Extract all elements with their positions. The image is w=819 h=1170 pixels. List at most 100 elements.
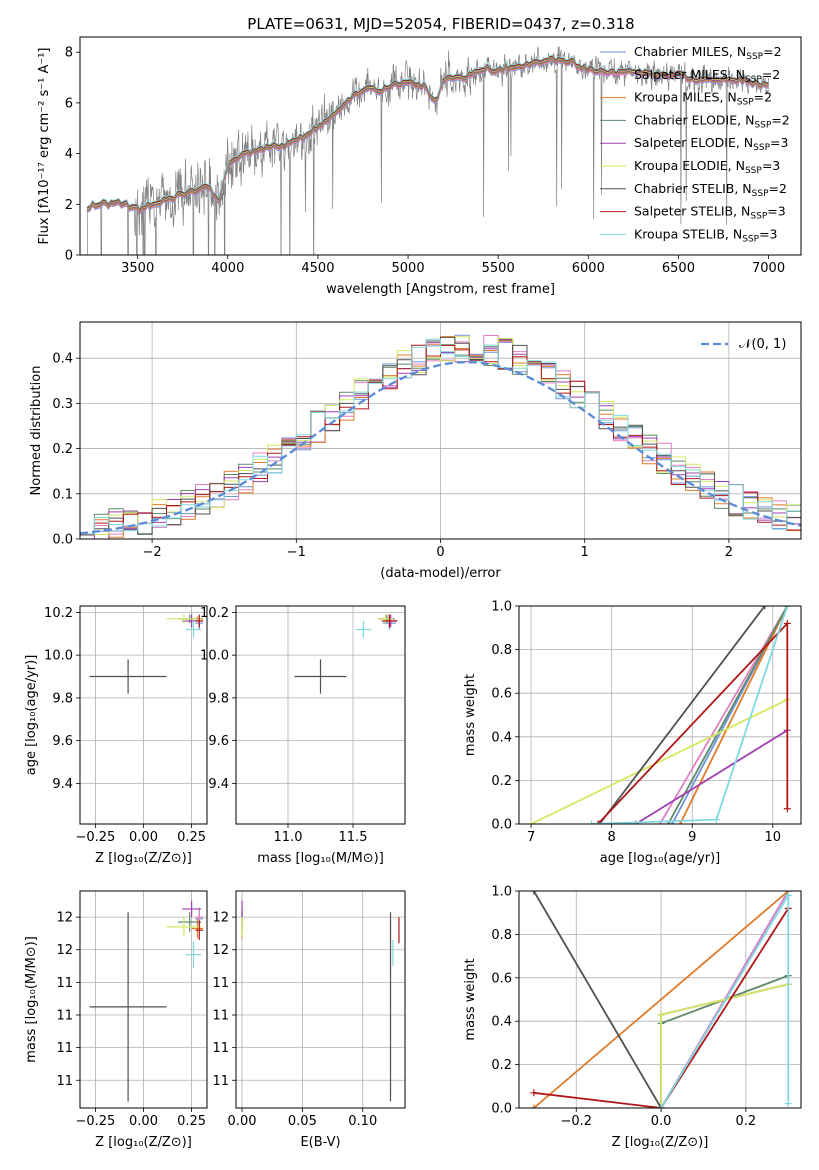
x-tick-label: 0 — [436, 545, 444, 560]
axes-frame — [235, 890, 406, 1109]
y-tick-label: 8 — [65, 46, 73, 61]
plot-area — [80, 46, 769, 255]
x-tick-label: −2 — [143, 545, 162, 560]
axes-frame — [79, 36, 802, 256]
y-tick-label: 12 — [212, 911, 229, 926]
y-axis-label: Normed distribution — [29, 366, 44, 496]
y-tick-label: 9.8 — [208, 691, 229, 706]
y-tick-label: 0.3 — [52, 397, 73, 412]
y-tick-label: 0.8 — [491, 928, 512, 943]
plus-marker — [588, 820, 596, 824]
x-axis-label: E(B-V) — [300, 1135, 340, 1150]
x-axis-label: Z [log₁₀(Z/Z⊙)] — [95, 1135, 192, 1150]
y-tick-label: 11 — [56, 1074, 73, 1089]
plus-marker — [594, 820, 602, 824]
y-tick-label: 10.2 — [200, 606, 229, 621]
plus-marker — [712, 816, 720, 824]
weight-line — [533, 907, 790, 1108]
x-tick-label: 7 — [527, 830, 535, 845]
legend-label: Kroupa ELODIE, NSSP=3 — [634, 158, 780, 176]
x-axis-label: age [log₁₀(age/yr)] — [600, 851, 721, 866]
legend-label: Chabrier STELIB, NSSP=2 — [634, 181, 787, 199]
weight-line — [598, 606, 766, 824]
y-tick-label: 0.4 — [491, 730, 512, 745]
y-tick-label: 10.0 — [200, 649, 229, 664]
chart-mass-vs-Z: −0.25 0.00 0.25 11 11 11 11 12 12 Z [log₁₀(Z/Z⊙)]… — [24, 890, 208, 1150]
plus-marker — [657, 1011, 665, 1019]
chart-weight-vs-Z: −0.2 0.0 0.2 0.0 0.2 0.4 0.6 0.8 1.0 Z [log₁₀(Z/Z… — [463, 885, 802, 1150]
legend-label: Salpeter MILES, NSSP=2 — [634, 67, 780, 85]
x-tick-label: 4500 — [301, 261, 334, 276]
error-bar-point — [381, 614, 398, 628]
histogram-series — [80, 336, 801, 535]
y-tick-label: 12 — [56, 911, 73, 926]
y-tick-label: 10.2 — [44, 606, 73, 621]
plus-marker — [530, 1104, 538, 1108]
plus-marker — [527, 820, 535, 824]
legend-label: Kroupa STELIB, NSSP=3 — [634, 226, 778, 244]
x-tick-label: 6000 — [572, 261, 605, 276]
axes-frame — [79, 890, 208, 1109]
x-tick-label: 10 — [765, 830, 782, 845]
x-tick-label: 0.00 — [228, 1114, 257, 1129]
y-tick-label: 0.0 — [52, 533, 73, 548]
y-tick-label: 11 — [56, 1009, 73, 1024]
y-tick-label: 9.4 — [208, 777, 229, 792]
legend-label: Chabrier ELODIE, NSSP=2 — [634, 112, 790, 130]
x-tick-label: 11.0 — [274, 830, 303, 845]
plus-marker — [530, 891, 538, 895]
error-bar-point — [166, 917, 202, 937]
chart-spectrum: 3500 4000 4500 5000 5500 6000 6500 7000 0 2 4 6 8 wav… — [37, 36, 802, 297]
error-bar-point — [181, 900, 202, 918]
histogram-series — [80, 338, 801, 535]
plus-marker — [657, 1104, 665, 1108]
x-tick-label: 3500 — [121, 261, 154, 276]
plus-marker — [784, 1100, 792, 1108]
chart-residuals: −2 −1 0 1 2 0.0 0.1 0.2 0.3 0.4 (data-model)/error… — [29, 321, 802, 581]
weight-line — [533, 891, 662, 1108]
plot-area — [89, 900, 204, 1102]
y-tick-label: 12 — [56, 943, 73, 958]
y-tick-label: 0 — [65, 249, 73, 264]
x-tick-label: −1 — [287, 545, 306, 560]
error-bar-point — [195, 920, 204, 940]
y-tick-label: 0.2 — [52, 442, 73, 457]
weight-line — [635, 729, 788, 824]
weight-line — [660, 974, 789, 1108]
y-tick-label: 0.8 — [491, 643, 512, 658]
error-bar-point — [89, 912, 167, 1102]
plus-marker — [761, 606, 769, 610]
y-tick-label: 11 — [212, 1009, 229, 1024]
x-tick-label: 6500 — [662, 261, 695, 276]
error-bar-point — [294, 659, 347, 694]
plot-area — [80, 334, 801, 539]
y-tick-label: 11 — [56, 1041, 73, 1056]
x-tick-label: 4000 — [211, 261, 244, 276]
y-tick-label: 11 — [212, 976, 229, 991]
x-tick-label: 0.05 — [288, 1114, 317, 1129]
legend-label: Kroupa MILES, NSSP=2 — [634, 90, 772, 108]
y-tick-label: 9.8 — [52, 691, 73, 706]
weight-line — [679, 606, 789, 824]
y-axis-label: age [log₁₀(age/yr)] — [24, 655, 39, 776]
x-tick-label: −0.2 — [560, 1114, 592, 1129]
x-tick-label: 0.00 — [129, 830, 158, 845]
error-bar-point — [185, 941, 202, 968]
x-tick-label: 7000 — [752, 261, 785, 276]
y-tick-label: 2 — [65, 198, 73, 213]
chart-age-vs-Z: −0.25 0.00 0.25 9.4 9.6 9.8 10.0 10.2 Z [log₁₀(Z… — [24, 605, 208, 866]
plot-area — [294, 614, 398, 694]
y-tick-label: 0.1 — [52, 487, 73, 502]
axes-frame — [79, 605, 208, 825]
weight-line — [597, 621, 789, 824]
y-tick-label: 0.4 — [491, 1015, 512, 1030]
y-tick-label: 10.0 — [44, 649, 73, 664]
error-bar-point — [89, 659, 167, 694]
y-tick-label: 9.6 — [208, 734, 229, 749]
error-bar-point — [377, 614, 394, 624]
model-line — [86, 54, 769, 209]
x-axis-label: Z [log₁₀(Z/Z⊙)] — [612, 1135, 709, 1150]
y-axis-label: mass weight — [463, 958, 478, 1040]
x-tick-label: −0.25 — [75, 1114, 115, 1129]
